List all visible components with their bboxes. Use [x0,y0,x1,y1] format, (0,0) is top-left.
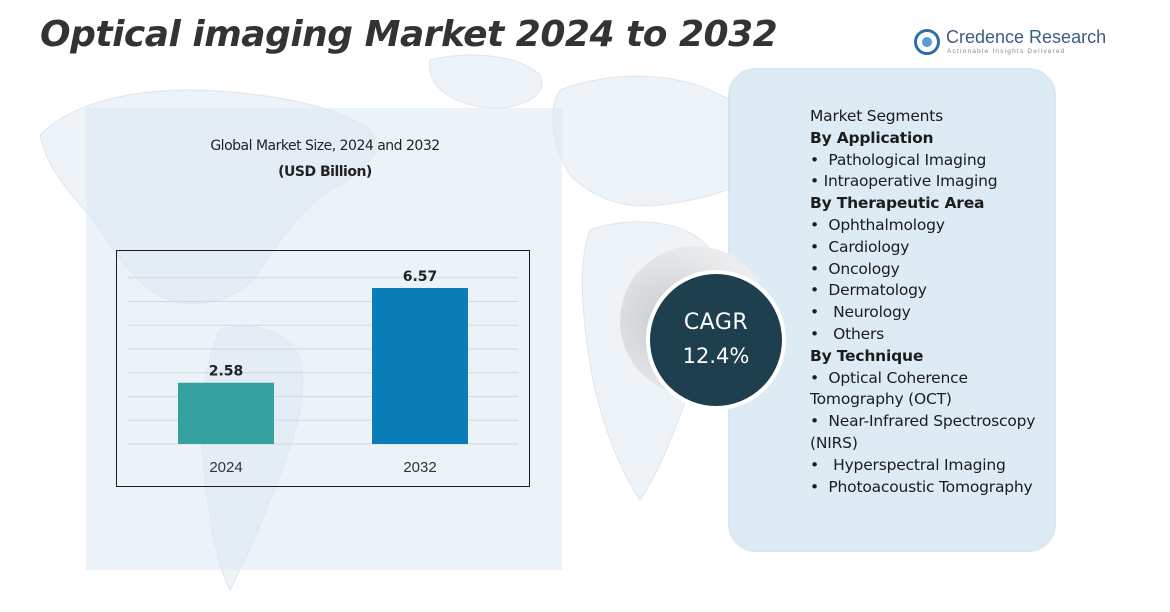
segments-heading: Market Segments [810,107,944,125]
page-title: Optical imaging Market 2024 to 2032 [40,14,778,55]
credence-logo-icon [914,29,940,55]
bar-2024 [178,382,274,444]
segment-item: • Near-Infrared Spectroscopy (NIRS) [810,412,1041,452]
segment-item: • Ophthalmology [810,215,945,234]
segment-item: • Intraoperative Imaging [810,172,998,191]
chart-title: Global Market Size, 2024 and 2032 [210,138,440,154]
bar-2032 [372,288,468,444]
segment-item: • Photoacoustic Tomography [810,477,1033,496]
segment-item: • Oncology [810,259,900,278]
x-tick-label: 2024 [209,459,242,476]
cagr-badge: CAGR 12.4% [646,270,786,410]
data-label: 6.57 [403,269,438,285]
brand-tagline: Actionable Insights Delivered [947,48,1066,55]
brand-name: Credence Research [946,27,1107,47]
segment-group-title: By Application [810,128,934,147]
chart-panel [86,108,562,570]
segment-item: • Neurology [810,303,911,322]
segment-item: • Optical Coherence Tomography (OCT) [810,368,973,409]
cagr-value: 12.4% [682,344,750,368]
chart-unit-label: (USD Billion) [278,164,372,180]
segment-group-title: By Technique [810,346,924,365]
brand-logo: Credence Research Actionable Insights De… [914,26,1114,60]
segment-item: • Cardiology [810,237,910,256]
segment-item: • Others [810,324,885,343]
data-label: 2.58 [209,364,244,380]
chart-plot-frame [116,250,530,487]
segment-group-title: By Therapeutic Area [810,194,985,213]
market-segments-list: Market Segments By Application • Patholog… [810,106,1050,498]
segment-item: • Hyperspectral Imaging [810,455,1006,474]
cagr-label: CAGR [683,310,749,335]
x-tick-label: 2032 [403,459,436,476]
segment-item: • Pathological Imaging [810,150,987,169]
segment-item: • Dermatology [810,281,927,300]
market-segments-panel [730,70,1054,550]
